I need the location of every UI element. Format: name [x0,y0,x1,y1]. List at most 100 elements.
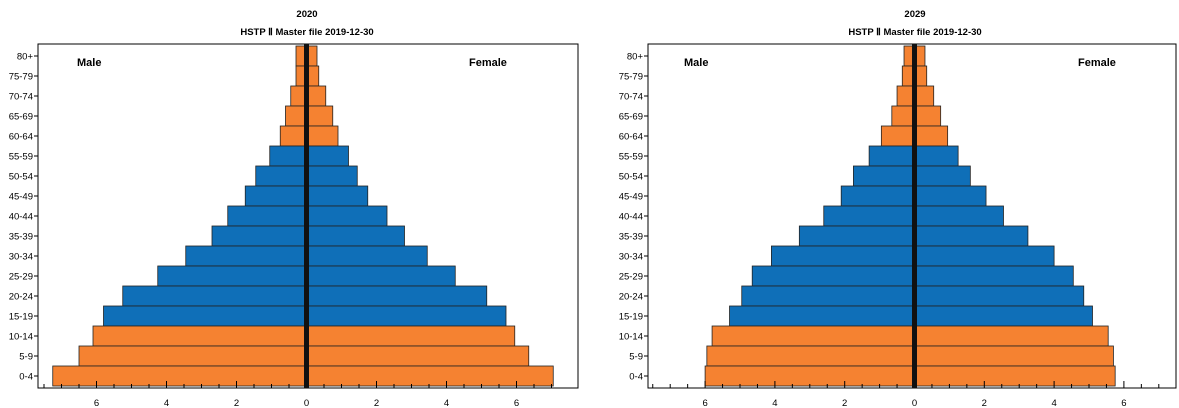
bar-female-30-34 [306,245,428,267]
age-label: 75-79 [9,71,33,82]
bar-female-65-69 [914,105,942,127]
age-label: 55-59 [9,151,33,162]
age-label: 45-49 [9,191,33,202]
x-axis-ticks: 6 4 2 0 2 4 6 [652,381,1160,408]
bar-male-5-9 [78,345,307,367]
pyramid-2029: 2029 HSTP Ⅱ Master file 2019-12-30 Male … [619,9,1177,408]
bar-female-25-29 [306,265,456,287]
age-label: 45-49 [619,191,643,202]
age-label: 80+ [627,51,644,62]
bar-male-0-4 [52,365,307,387]
age-group-labels: 80+ 75-79 70-74 65-69 60-64 55-59 50-54 45-49 40… [9,51,38,382]
x-tick-label: 2 [374,398,379,408]
bar-male-30-34 [185,245,307,267]
bar-female-45-49 [306,185,369,207]
male-label: Male [77,57,101,69]
bar-male-0-4 [704,365,915,387]
bar-male-45-49 [840,185,915,207]
bar-female-15-19 [914,305,1093,327]
bar-male-10-14 [92,325,307,347]
age-label: 55-59 [619,151,643,162]
center-axis [304,44,309,388]
bar-male-20-24 [741,285,915,307]
bar-female-60-64 [914,125,949,147]
bar-female-40-44 [914,205,1004,227]
x-tick-label: 2 [234,398,239,408]
female-label: Female [469,57,507,69]
bar-male-55-59 [868,145,915,167]
bar-male-30-34 [771,245,915,267]
age-label: 25-29 [619,271,643,282]
x-tick-label: 6 [1121,398,1126,408]
age-label: 5-9 [19,351,33,362]
bar-male-60-64 [880,125,915,147]
bar-female-40-44 [306,205,388,227]
bar-male-5-9 [706,345,915,367]
age-label: 70-74 [9,91,33,102]
bar-male-65-69 [891,105,915,127]
x-tick-label: 0 [304,398,309,408]
age-label: 70-74 [619,91,643,102]
chart-subtitle: HSTP Ⅱ Master file 2019-12-30 [240,27,373,38]
bar-female-35-39 [306,225,405,247]
bar-male-15-19 [103,305,307,327]
age-label: 30-34 [9,251,33,262]
bar-female-55-59 [914,145,959,167]
age-label: 50-54 [9,171,33,182]
age-label: 15-19 [9,311,33,322]
x-tick-label: 4 [772,398,777,408]
female-label: Female [1078,57,1116,69]
bar-female-65-69 [306,105,334,127]
bar-female-45-49 [914,185,987,207]
bar-female-35-39 [914,225,1029,247]
age-label: 35-39 [619,231,643,242]
bar-female-0-4 [914,365,1116,387]
center-axis [912,44,917,388]
bar-male-45-49 [244,185,307,207]
age-label: 50-54 [619,171,643,182]
age-label: 80+ [17,51,34,62]
bar-male-55-59 [269,145,307,167]
chart-title: 2020 [296,9,317,20]
x-tick-label: 4 [164,398,169,408]
bar-male-65-69 [285,105,307,127]
bar-female-70-74 [914,85,935,107]
bar-female-55-59 [306,145,349,167]
bar-female-50-54 [306,165,358,187]
age-label: 0-4 [19,371,33,382]
age-label: 35-39 [9,231,33,242]
bar-male-10-14 [711,325,915,347]
bars [52,45,554,387]
bar-female-20-24 [914,285,1085,307]
age-label: 30-34 [619,251,643,262]
age-label: 60-64 [619,131,643,142]
age-label: 60-64 [9,131,33,142]
bar-male-50-54 [255,165,307,187]
pyramid-2020: 2020 HSTP Ⅱ Master file 2019-12-30 Male … [9,9,579,408]
bar-male-15-19 [729,305,915,327]
age-label: 10-14 [9,331,33,342]
x-axis-ticks: 6 4 2 0 2 4 6 [43,381,552,408]
chart-subtitle: HSTP Ⅱ Master file 2019-12-30 [848,27,981,38]
x-tick-label: 2 [982,398,987,408]
bar-female-15-19 [306,305,507,327]
age-label: 65-69 [619,111,643,122]
age-label: 75-79 [619,71,643,82]
age-label: 20-24 [9,291,33,302]
bar-female-60-64 [306,125,339,147]
bar-male-50-54 [853,165,915,187]
age-label: 15-19 [619,311,643,322]
chart-title: 2029 [904,9,925,20]
age-label: 5-9 [629,351,643,362]
bar-female-20-24 [306,285,488,307]
bar-male-70-74 [896,85,915,107]
bar-male-25-29 [751,265,915,287]
bar-male-35-39 [798,225,915,247]
age-label: 20-24 [619,291,643,302]
bar-male-25-29 [157,265,307,287]
x-tick-label: 6 [702,398,707,408]
bar-male-40-44 [823,205,915,227]
bar-female-10-14 [306,325,516,347]
x-tick-label: 6 [514,398,519,408]
